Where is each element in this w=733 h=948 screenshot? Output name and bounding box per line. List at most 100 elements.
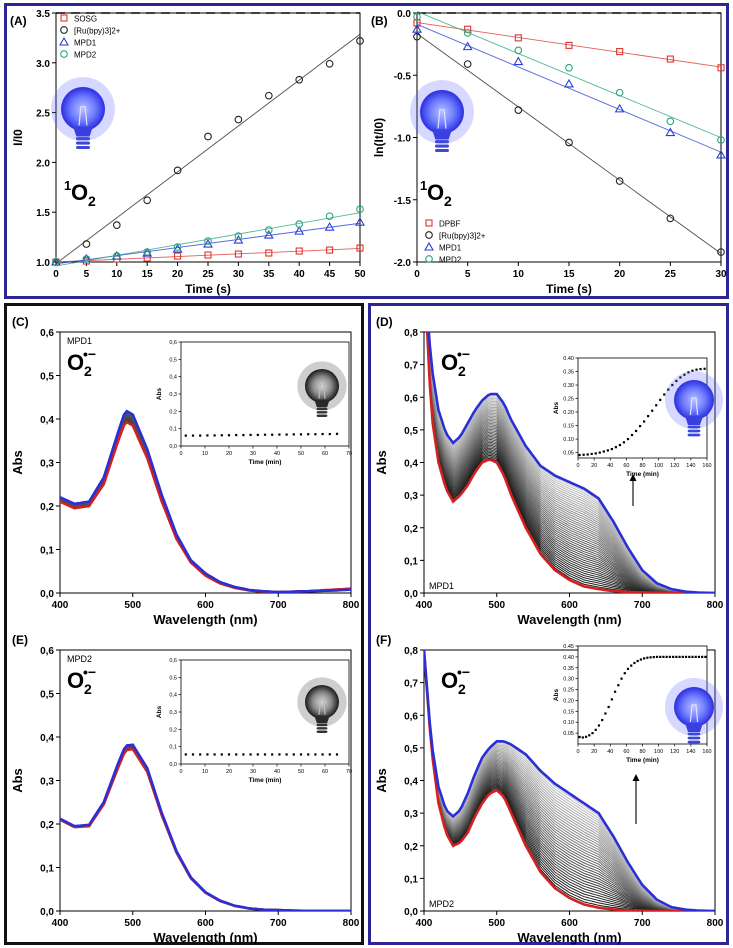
chart-e-inset-point-14 <box>285 753 288 756</box>
chart-e-inset-ytick-label-5: 0,5 <box>169 675 177 681</box>
chart-d-series-end <box>427 332 715 593</box>
chart-b: 0 5 10 15 20 25 30 0.0 -0.5 -1.0 -1.5 -2.0 Time (s) l… <box>371 9 727 296</box>
chart-f-inset-point-19 <box>639 658 642 661</box>
chart-b-xtick-label-4: 20 <box>614 269 626 280</box>
chart-c-xlabel: Wavelength (nm) <box>153 612 257 627</box>
chart-b-point-3-6 <box>717 136 725 144</box>
chart-c-inset-point-1 <box>191 434 195 437</box>
chart-d-inset-point-4 <box>594 452 597 455</box>
chart-c-inset-xtick-label-0: 0 <box>179 451 182 457</box>
chart-c-inset-ytick-label-1: 0,1 <box>169 427 177 433</box>
chart-c-xtick-label-3: 700 <box>270 600 287 611</box>
chart-f-inset-point-11 <box>613 690 617 693</box>
chart-d-inset-ytick-label-1: 0.10 <box>563 437 574 443</box>
chart-a-legend-marker-2 <box>59 36 69 46</box>
chart-d-ytick-label-8: 0,8 <box>404 328 418 339</box>
chart-b-series-1 <box>413 32 725 256</box>
chart-d-inset-point-14 <box>634 429 638 433</box>
chart-d-inset-xtick-label-8: 160 <box>702 463 711 469</box>
chart-a-point-0-4 <box>174 252 182 260</box>
chart-d-ytick-label-1: 0,1 <box>404 556 418 567</box>
chart-c-inset-xtick-label-5: 50 <box>298 451 304 457</box>
chart-a-bulb-screw-0 <box>75 137 91 141</box>
chart-e-inset-xtick-label-5: 50 <box>298 769 304 775</box>
chart-b-point-0-5 <box>666 55 674 63</box>
chart-b-legend-marker-3 <box>425 255 433 263</box>
chart-d-inset-point-0 <box>578 453 581 457</box>
chart-b-point-0-2 <box>514 34 522 42</box>
chart-a-bulb <box>51 77 115 150</box>
chart-b-point-2-3 <box>564 78 574 88</box>
chart-b-legend-marker-0 <box>425 219 433 227</box>
chart-e-inset-bulb-glass <box>305 685 339 719</box>
chart-b-series-2 <box>412 23 726 159</box>
chart-d-inset-xtick-label-4: 80 <box>639 463 645 469</box>
chart-e-inset-point-10 <box>256 753 259 756</box>
chart-d-inset-point-20 <box>659 398 662 401</box>
chart-a-point-1-9 <box>325 59 334 68</box>
chart-c-inset-point-6 <box>227 434 231 437</box>
chart-a: 0 5 10 15 20 25 30 35 40 45 50 1.0 1.5 2.0 2.5 3.0 3.5 Ti… <box>10 9 366 296</box>
chart-e-inset-point-16 <box>299 753 303 756</box>
chart-b-fit-3 <box>416 11 722 139</box>
chart-a-point-1-2 <box>112 221 121 229</box>
chart-a-point-3-2 <box>112 252 121 260</box>
chart-b-xtick-label-1: 5 <box>465 269 471 280</box>
chart-b-xtick-label-6: 30 <box>715 269 727 280</box>
chart-f-ytick-label-3: 0,3 <box>404 809 418 820</box>
chart-b-bulb <box>410 80 474 153</box>
chart-a-xtick-label-7: 35 <box>263 269 275 280</box>
chart-e-annotation-o: O <box>67 668 84 693</box>
chart-d-inset-xlabel: Time (min) <box>626 471 659 478</box>
chart-a-bulb-glass <box>61 87 105 131</box>
chart-e-inset-point-9 <box>249 753 252 756</box>
chart-f-inset-xtick-label-6: 120 <box>670 749 679 755</box>
chart-b-point-2-0 <box>412 24 422 33</box>
chart-b-xlabel: Time (s) <box>546 282 592 296</box>
chart-d-ylabel: Abs <box>374 450 389 475</box>
chart-e-inset-point-12 <box>271 753 274 756</box>
chart-f-annotation-sup: •− <box>457 664 470 680</box>
chart-e-inset-bulb-screw-2 <box>316 730 328 733</box>
chart-f-inset-ytick-label-0: 0.05 <box>563 731 574 737</box>
chart-d-xtick-label-0: 400 <box>416 600 433 611</box>
chart-a-point-0-10 <box>356 244 364 252</box>
chart-a-point-1-10 <box>356 37 364 45</box>
chart-a-point-3-8 <box>295 220 304 229</box>
chart-c-inset-point-18 <box>314 433 317 436</box>
chart-c-inset-xtick-label-4: 40 <box>274 451 280 457</box>
chart-c-inset-xlabel: Time (min) <box>249 459 282 466</box>
chart-b-point-1-1 <box>463 60 472 68</box>
chart-a-ytick-label-0: 1.0 <box>36 258 50 269</box>
chart-e-inset-point-3 <box>206 753 209 756</box>
chart-a-ytick-label-4: 3.0 <box>36 59 50 70</box>
chart-f-xtick-label-4: 800 <box>707 918 724 929</box>
chart-a-point-3-3 <box>143 248 152 256</box>
chart-a-point-3-6 <box>234 232 243 240</box>
chart-f-inset-point-5 <box>594 728 597 731</box>
chart-f-inset-point-8 <box>604 712 607 715</box>
chart-a-xtick-label-0: 0 <box>53 269 59 280</box>
chart-d-inset-bulb-screw-0 <box>687 425 701 429</box>
chart-d-ytick-label-4: 0,4 <box>404 459 418 470</box>
chart-f-xtick-label-1: 500 <box>488 918 505 929</box>
chart-c-inset-point-2 <box>199 434 202 437</box>
chart-c-inset-ytick-label-5: 0,5 <box>169 357 177 363</box>
chart-c-sample-label: MPD1 <box>67 336 92 346</box>
chart-c-annotation-o: O <box>67 350 84 375</box>
chart-e-inset-point-0 <box>184 753 187 756</box>
chart-c-inset-point-8 <box>242 433 245 437</box>
chart-c-inset-point-14 <box>285 433 288 436</box>
chart-f-annotation-o: O <box>441 668 458 693</box>
chart-d-inset-point-13 <box>630 433 634 437</box>
chart-b-point-3-3 <box>565 63 573 72</box>
chart-c-xtick-label-2: 600 <box>197 600 214 611</box>
chart-d-inset-xtick-label-1: 20 <box>591 463 597 469</box>
chart-f-inset-point-27 <box>665 655 668 658</box>
chart-f-inset-bulb-screw-2 <box>687 740 701 744</box>
chart-b-fit-0 <box>416 22 722 68</box>
chart-a-point-3-0 <box>52 258 60 266</box>
chart-e-inset-point-8 <box>242 753 245 756</box>
chart-d-ytick-label-6: 0,6 <box>404 393 418 404</box>
